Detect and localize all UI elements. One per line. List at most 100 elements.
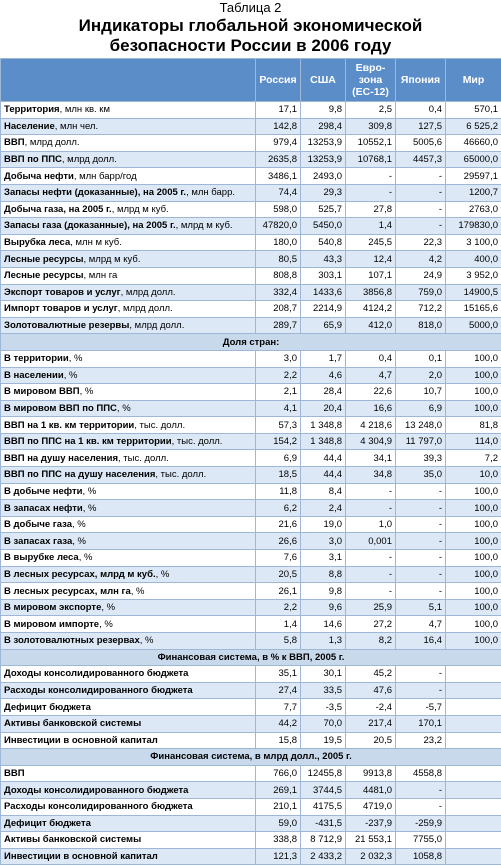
- cell: 81,8: [445, 416, 501, 434]
- data-row: ВВП по ППС, млрд долл. 2635,8 13253,9 10768…: [0, 150, 501, 169]
- cell: 100,0: [445, 383, 501, 401]
- cell: 269,1: [255, 781, 301, 799]
- cell: 303,1: [300, 266, 346, 285]
- data-row: В территории, % 3,0 1,7 0,4 0,1 100,0: [0, 349, 501, 368]
- data-row: ВВП на душу населения, тыс. долл. 6,9 44,4…: [0, 449, 501, 468]
- row-name: Активы банковской системы: [4, 834, 142, 846]
- cell: 25,9: [345, 598, 396, 617]
- cell: 30,1: [300, 665, 346, 683]
- cell: 100,0: [445, 349, 501, 368]
- cell: 3 100,0: [445, 233, 501, 252]
- row-name: ВВП по ППС: [4, 154, 62, 166]
- cell: 9,8: [300, 582, 346, 600]
- cell: 100,0: [445, 532, 501, 551]
- cell: -: [395, 781, 446, 799]
- cell: 29,3: [300, 183, 346, 202]
- cell: 289,7: [255, 316, 301, 335]
- cell: 2,2: [255, 598, 301, 617]
- cell: 3,0: [300, 532, 346, 551]
- cell: 13253,9: [300, 134, 346, 152]
- cell: 979,4: [255, 134, 301, 152]
- cell: 27,4: [255, 681, 301, 700]
- cell: 35,0: [395, 466, 446, 484]
- cell: 47,6: [345, 681, 396, 700]
- cell: -: [395, 200, 446, 219]
- cell: 47820,0: [255, 217, 301, 235]
- cell: 74,4: [255, 183, 301, 202]
- empty-cell: [445, 731, 501, 750]
- cell: 5005,6: [395, 134, 446, 152]
- row-label: Доходы консолидированного бюджета: [0, 665, 256, 683]
- row-unit: , %: [78, 552, 93, 564]
- cell: 100,0: [445, 615, 501, 633]
- row-unit: , %: [79, 386, 94, 398]
- empty-cell: [445, 814, 501, 833]
- cell: 3,0: [255, 349, 301, 368]
- cell: -: [345, 549, 396, 567]
- row-label: Территория, млн кв. км: [0, 101, 256, 119]
- row-unit: , млн чел.: [54, 120, 99, 132]
- row-unit: , млрд долл.: [120, 286, 176, 298]
- row-name: Экспорт товаров и услуг: [4, 286, 121, 298]
- data-row: В лесных ресурсах, млрд м куб., % 20,5 8,8…: [0, 565, 501, 584]
- row-name: Расходы консолидированного бюджета: [4, 801, 193, 813]
- cell: -: [395, 565, 446, 584]
- caption: Таблица 2: [219, 0, 282, 15]
- row-name: Запасы газа (доказанные), на 2005 г.: [4, 220, 176, 232]
- cell: 570,1: [445, 101, 501, 119]
- cell: 4481,0: [345, 781, 396, 799]
- section-heading: Доля стран:: [0, 333, 501, 351]
- row-unit: , %: [82, 502, 97, 514]
- cell: 9,8: [300, 101, 346, 119]
- row-unit: , млрд м куб.: [111, 203, 169, 215]
- cell: 400,0: [445, 250, 501, 268]
- row-unit: , млн га: [83, 270, 118, 282]
- row-label: Расходы консолидированного бюджета: [0, 681, 256, 700]
- cell: 21,6: [255, 515, 301, 534]
- row-name: Дефицит бюджета: [4, 817, 91, 829]
- row-label: В мировом импорте, %: [0, 615, 256, 633]
- cell: 107,1: [345, 266, 396, 285]
- cell: 34,8: [345, 466, 396, 484]
- row-label: ВВП по ППС, млрд долл.: [0, 150, 256, 169]
- row-unit: , млрд долл.: [24, 137, 80, 149]
- cell: 759,0: [395, 283, 446, 302]
- cell: 179830,0: [445, 217, 501, 235]
- row-label: ВВП на 1 кв. км территории, тыс. долл.: [0, 416, 256, 434]
- row-label: Лесные ресурсы, млрд м куб.: [0, 250, 256, 268]
- cell: 818,0: [395, 316, 446, 335]
- cell: 11,8: [255, 482, 301, 501]
- column-header: Евро-зона (ЕС-12): [345, 58, 396, 102]
- data-row: В добыче нефти, % 11,8 8,4- -100,0: [0, 482, 501, 501]
- cell: 121,3: [255, 847, 301, 866]
- cell: 26,6: [255, 532, 301, 551]
- cell: 16,6: [345, 399, 396, 418]
- empty-cell: [445, 847, 501, 866]
- empty-cell: [445, 831, 501, 849]
- row-name: Вырубка леса: [4, 237, 71, 249]
- data-row: Импорт товаров и услуг, млрд долл. 208,7 2…: [0, 300, 501, 318]
- row-label: В запасах нефти, %: [0, 499, 256, 517]
- cell: -259,9: [395, 814, 446, 833]
- cell: 44,4: [300, 466, 346, 484]
- row-name: Дефицит бюджета: [4, 701, 91, 713]
- cell: 4719,0: [345, 797, 396, 816]
- cell: 2763,0: [445, 200, 501, 219]
- data-row: Расходы консолидированного бюджета 210,1 4…: [0, 797, 501, 816]
- header-row: Россия США Евро-зона (ЕС-12) Япония Мир: [0, 58, 501, 102]
- row-unit: , млрд м куб.: [83, 253, 141, 265]
- data-row: Территория, млн кв. км 17,1 9,8 2,5 0,4 570,1: [0, 101, 501, 119]
- data-row: Лесные ресурсы, млн га 808,8 303,1 107,1 24,…: [0, 266, 501, 285]
- cell: -: [395, 582, 446, 600]
- cell: 7,6: [255, 549, 301, 567]
- row-name: В добыче газа: [4, 519, 72, 531]
- section-heading: Финансовая система, в % к ВВП, 2005 г.: [0, 648, 501, 667]
- data-row: Вырубка леса, млн м куб. 180,0 540,8 245,5 2…: [0, 233, 501, 252]
- cell: 33,5: [300, 681, 346, 700]
- cell: -237,9: [345, 814, 396, 833]
- cell: -2,4: [345, 698, 396, 716]
- data-row: В мировом импорте, % 1,4 14,6 27,2 4,7 100,0: [0, 615, 501, 633]
- cell: 1200,7: [445, 183, 501, 202]
